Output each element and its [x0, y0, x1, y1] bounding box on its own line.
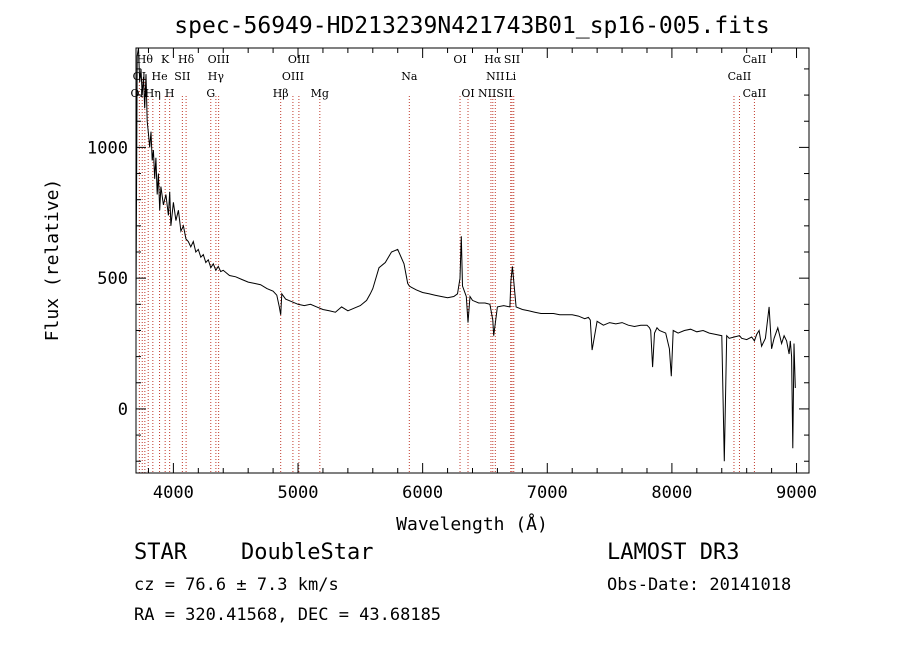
line-label: CaII	[743, 53, 767, 66]
survey-name: LAMOST DR3	[607, 540, 739, 565]
line-label: Hη	[145, 87, 161, 100]
object-class: STAR	[134, 540, 188, 565]
line-label: Hθ	[137, 53, 154, 66]
line-label: Li	[505, 70, 516, 83]
line-label: OI	[453, 53, 466, 66]
line-label: NII	[486, 70, 504, 83]
line-label: H	[165, 87, 175, 100]
line-label: OIII	[282, 70, 304, 83]
line-label: He	[152, 70, 168, 83]
line-label: Hδ	[178, 53, 195, 66]
object-subclass: DoubleStar	[241, 540, 373, 565]
y-tick-label: 1000	[87, 138, 128, 158]
y-axis-label: Flux (relative)	[42, 179, 63, 342]
plot-frame	[135, 47, 810, 474]
y-tick-label: 0	[118, 400, 128, 420]
line-label: NIISII	[478, 87, 513, 100]
x-tick-label: 7000	[527, 483, 568, 503]
x-tick-label: 6000	[402, 483, 443, 503]
line-label: Mg	[311, 87, 329, 100]
y-tick-label: 500	[97, 269, 128, 289]
y-axis: 0 500 1000	[87, 68, 809, 462]
line-label: OIII	[208, 53, 230, 66]
x-tick-label: 5000	[278, 483, 319, 503]
redshift-velocity: cz = 76.6 ± 7.3 km/s	[134, 575, 339, 595]
line-label: OIII	[288, 53, 310, 66]
x-tick-label: 4000	[153, 483, 194, 503]
line-label: Na	[401, 70, 418, 83]
line-label: OI	[461, 87, 474, 100]
line-label: CaII	[728, 70, 752, 83]
chart-title: spec-56949-HD213239N421743B01_sp16-005.f…	[174, 13, 769, 39]
line-label: Hγ	[208, 70, 225, 83]
x-tick-label: 8000	[651, 483, 692, 503]
line-label: SII	[174, 70, 190, 83]
x-tick-label: 9000	[776, 483, 817, 503]
x-axis-label: Wavelength (Å)	[396, 513, 548, 535]
line-label: CaII	[743, 87, 767, 100]
observation-date: Obs-Date: 20141018	[607, 575, 791, 595]
coordinates: RA = 320.41568, DEC = 43.68185	[134, 605, 441, 625]
x-axis: 4000 5000 6000 7000 8000 9000	[147, 48, 817, 503]
spectrum-line	[135, 47, 796, 462]
line-label: Hβ	[273, 87, 289, 100]
line-label: G	[206, 87, 215, 100]
line-label: Hα	[484, 53, 502, 66]
line-label: SII	[504, 53, 520, 66]
line-label: K	[161, 53, 170, 66]
